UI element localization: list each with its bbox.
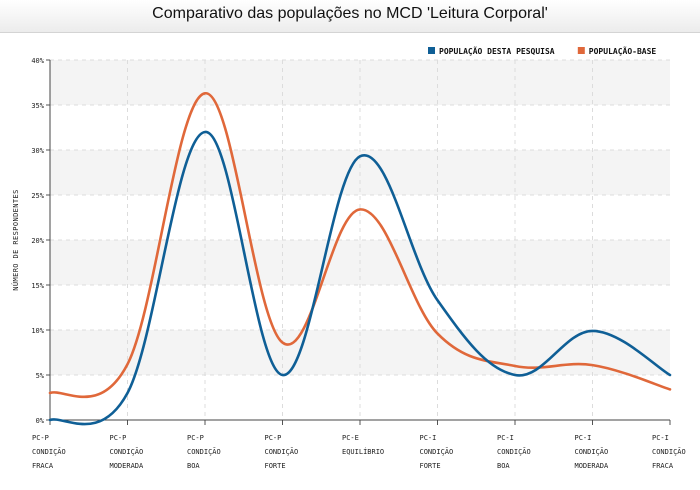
plot-band xyxy=(50,60,670,105)
x-tick-label: PC-P CONDIÇÃO BOA xyxy=(187,434,221,470)
grid-lines xyxy=(50,59,670,420)
series-lines xyxy=(48,92,672,426)
x-tick-labels: PC-P CONDIÇÃO FRACA PC-P CONDIÇÃO MODERADA PC-… xyxy=(32,434,686,470)
y-tick-label: 25% xyxy=(31,192,44,200)
y-tick-label: 5% xyxy=(36,372,45,380)
legend: POPULAÇÃO DESTA PESQUISA POPULAÇÃO-BASE xyxy=(428,46,656,56)
y-tick-label: 0% xyxy=(36,417,45,425)
legend-swatch-1 xyxy=(428,47,435,54)
y-tick-label: 40% xyxy=(31,57,44,65)
legend-label-1: POPULAÇÃO DESTA PESQUISA xyxy=(439,46,555,56)
chart-title: Comparativo das populações no MCD 'Leitu… xyxy=(152,5,548,22)
x-tick-label: PC-P CONDIÇÃO FRACA xyxy=(32,434,66,470)
legend-swatch-2 xyxy=(577,47,585,54)
y-tick-label: 15% xyxy=(31,282,44,290)
chart-header: Comparativo das populações no MCD 'Leitu… xyxy=(0,0,700,33)
axes xyxy=(46,59,671,425)
series-line-1 xyxy=(48,130,672,426)
x-tick-label: PC-I CONDIÇÃO FORTE xyxy=(420,434,454,470)
x-tick-label: PC-I CONDIÇÃO FRACA xyxy=(652,434,686,470)
x-tick-label: PC-P CONDIÇÃO MODERADA xyxy=(110,434,145,470)
legend-label-2: POPULAÇÃO-BASE xyxy=(589,46,657,56)
y-axis-title: NÚMERO DE RESPONDENTES xyxy=(11,189,20,291)
y-tick-label: 20% xyxy=(31,237,44,245)
x-tick-label: PC-E EQUILÍBRIO xyxy=(342,434,384,456)
y-tick-labels: 0% 5% 10% 15% 20% 25% 30% 35% 40% xyxy=(31,57,44,425)
y-tick-label: 10% xyxy=(31,327,44,335)
x-tick-label: PC-I CONDIÇÃO BOA xyxy=(497,434,531,470)
x-tick-label: PC-P CONDIÇÃO FORTE xyxy=(265,434,299,470)
y-tick-label: 35% xyxy=(31,102,44,110)
x-tick-label: PC-I CONDIÇÃO MODERADA xyxy=(575,434,610,470)
y-tick-label: 30% xyxy=(31,147,44,155)
